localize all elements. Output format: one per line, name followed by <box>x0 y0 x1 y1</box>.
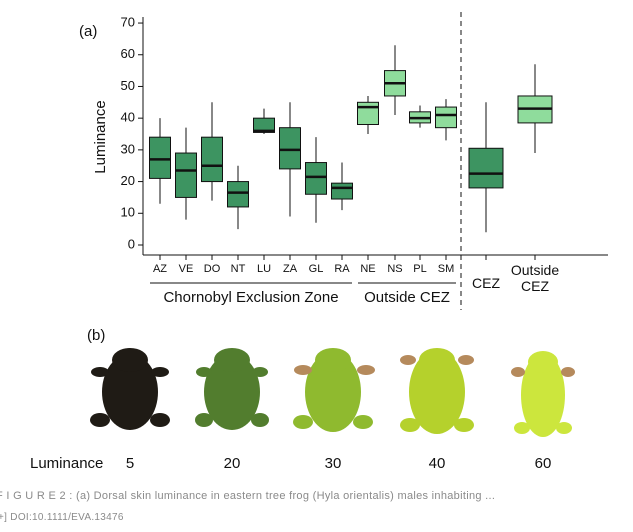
box <box>227 181 249 208</box>
x-tick-label: AZ <box>153 263 167 275</box>
group-label: Chornobyl Exclusion Zone <box>163 289 338 306</box>
box <box>357 101 379 126</box>
x-tick-label: NT <box>231 263 246 275</box>
x-tick-label: LU <box>257 263 271 275</box>
y-axis-label: Luminance <box>92 100 109 173</box>
box <box>279 127 301 170</box>
box <box>201 136 223 183</box>
x-tick-label: NS <box>387 263 402 275</box>
box <box>305 162 327 195</box>
box <box>253 117 275 133</box>
x-tick-label: CEZ <box>472 275 500 291</box>
group-label: Outside CEZ <box>364 289 450 306</box>
x-tick-label: RA <box>334 263 350 275</box>
y-tick-label: 10 <box>121 205 135 220</box>
frog-luminance: 60 <box>535 455 552 472</box>
frog-luminance: 20 <box>224 455 241 472</box>
frog-row-label: Luminance <box>30 455 103 472</box>
x-tick-label: PL <box>413 263 426 275</box>
frog <box>90 348 170 430</box>
box <box>149 136 171 179</box>
y-tick-label: 50 <box>121 78 135 93</box>
panel-label: (b) <box>87 327 105 344</box>
x-tick-label: Outside CEZ <box>510 262 560 294</box>
x-tick-label: NE <box>360 263 375 275</box>
y-tick-label: 40 <box>121 110 135 125</box>
caption: F I G U R E 2 : (a) Dorsal skin luminanc… <box>0 490 496 502</box>
box <box>435 106 457 129</box>
x-tick-label: DO <box>204 263 221 275</box>
frog <box>195 348 269 430</box>
doi: +] DOI:10.1111/EVA.13476 <box>0 512 124 523</box>
box <box>468 147 504 189</box>
y-tick-label: 30 <box>121 141 135 156</box>
x-tick-label: GL <box>309 263 324 275</box>
y-tick-label: 70 <box>121 14 135 29</box>
panel-label: (a) <box>79 23 97 40</box>
y-tick-label: 60 <box>121 46 135 61</box>
x-tick-label: SM <box>438 263 455 275</box>
box <box>331 182 353 200</box>
frog <box>293 348 375 432</box>
y-tick-label: 0 <box>128 236 135 251</box>
frog <box>400 348 474 434</box>
box <box>175 152 197 198</box>
frog <box>511 351 575 437</box>
x-tick-label: VE <box>179 263 194 275</box>
x-tick-label: ZA <box>283 263 298 275</box>
frog-luminance: 30 <box>325 455 342 472</box>
y-tick-label: 20 <box>121 173 135 188</box>
frog-luminance: 5 <box>126 455 134 472</box>
frog-luminance: 40 <box>429 455 446 472</box>
